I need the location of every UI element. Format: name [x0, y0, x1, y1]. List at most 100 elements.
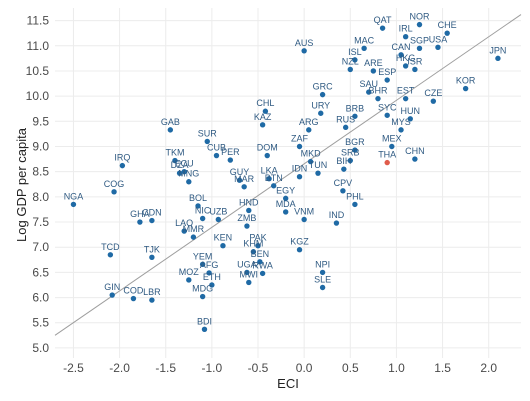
data-point [282, 209, 289, 215]
y-tick-label: 10.5 [26, 64, 50, 78]
data-point [384, 77, 390, 83]
point-label: URY [311, 100, 330, 110]
point-label: BGR [345, 137, 365, 147]
data-point [149, 254, 155, 260]
point-label: QAT [374, 15, 392, 25]
point-label: EGY [276, 185, 295, 195]
data-point [340, 188, 346, 194]
point-label: BEN [251, 249, 270, 259]
data-point [215, 216, 222, 223]
point-label: NPI [315, 259, 330, 269]
point-label: GUY [230, 167, 250, 177]
point-label: IRQ [114, 153, 130, 163]
y-tick-label: 9.0 [32, 139, 49, 153]
point-label: KHM [243, 239, 263, 249]
data-point [201, 326, 208, 332]
point-label: MEX [382, 133, 402, 143]
data-point [379, 25, 386, 31]
data-point [195, 203, 201, 209]
data-point [255, 242, 261, 249]
point-label: IDN [292, 164, 308, 174]
point-label: EST [397, 86, 415, 96]
point-label: TCD [101, 242, 120, 252]
point-label: LKA [261, 166, 278, 176]
data-point [347, 66, 353, 73]
point-label: MAR [234, 174, 255, 184]
point-label: PHL [346, 191, 364, 201]
point-label: MMR [183, 224, 205, 234]
point-label: NGA [64, 191, 84, 201]
data-point [352, 57, 358, 63]
data-point [315, 170, 321, 176]
x-axis-ticks: -2.5 -2.0 -1.5 -1.0 -0.5 0.0 0.5 1.0 1.5 2.0 [63, 361, 497, 375]
data-point [319, 91, 326, 98]
data-point [301, 216, 307, 223]
point-label: MWI [240, 269, 259, 279]
data-point [209, 282, 215, 288]
y-tick-label: 5.5 [32, 316, 49, 330]
point-label: ECU [175, 159, 194, 169]
data-point [375, 95, 381, 102]
point-label: MOZ [179, 267, 199, 277]
point-label: KGZ [290, 237, 309, 247]
data-point [199, 293, 206, 300]
point-label: SAU [359, 79, 378, 89]
point-label: HUN [401, 106, 421, 116]
x-tick-label: 0.0 [296, 361, 313, 375]
data-point [119, 162, 126, 169]
data-point [398, 127, 404, 133]
x-tick-label: -2.0 [109, 361, 130, 375]
point-label: KOR [456, 76, 476, 86]
data-point [199, 261, 206, 268]
data-point [352, 113, 358, 119]
data-point [259, 270, 266, 277]
data-point [318, 110, 324, 116]
point-label: ISL [348, 47, 362, 57]
point-label: ESP [378, 67, 396, 77]
point-label: IRL [399, 24, 413, 34]
point-label: CUB [207, 143, 226, 153]
data-point [333, 220, 340, 226]
point-label: CHL [256, 98, 274, 108]
point-label: ETH [203, 272, 221, 282]
point-label: PAK [249, 233, 266, 243]
data-point [319, 269, 326, 276]
data-point [137, 219, 143, 225]
data-point [296, 247, 303, 253]
data-point [190, 234, 197, 240]
point-label: IND [329, 210, 345, 220]
point-label: CZE [424, 88, 442, 98]
data-point [352, 201, 358, 208]
point-label: SGP [410, 35, 429, 45]
data-points [70, 21, 501, 332]
data-point [402, 34, 409, 40]
point-label: THA [378, 150, 396, 160]
point-label: SLE [314, 274, 331, 284]
y-tick-label: 11.5 [27, 14, 50, 28]
point-label: AFG [200, 260, 219, 270]
x-tick-label: -1.0 [202, 361, 223, 375]
point-label: UZB [209, 207, 227, 217]
data-point [296, 143, 303, 150]
x-tick-label: 1.0 [388, 361, 405, 375]
data-point [370, 68, 377, 74]
point-label: GHA [130, 209, 150, 219]
point-label: BIH [336, 156, 351, 166]
data-point [412, 66, 418, 73]
y-tick-label: 6.5 [32, 265, 49, 279]
point-label: PER [221, 147, 240, 157]
data-point [444, 30, 450, 36]
x-axis-title: ECI [277, 376, 299, 391]
data-point [259, 122, 266, 128]
data-point [270, 183, 277, 189]
point-label: BHR [368, 86, 388, 96]
y-tick-label: 7.0 [32, 240, 49, 254]
gridlines [55, 8, 521, 358]
data-point [407, 116, 413, 122]
point-label: GRC [313, 82, 334, 92]
point-label: CDN [142, 208, 162, 218]
point-label: COG [104, 179, 125, 189]
data-point [227, 157, 234, 163]
point-label: UGA [237, 259, 257, 269]
